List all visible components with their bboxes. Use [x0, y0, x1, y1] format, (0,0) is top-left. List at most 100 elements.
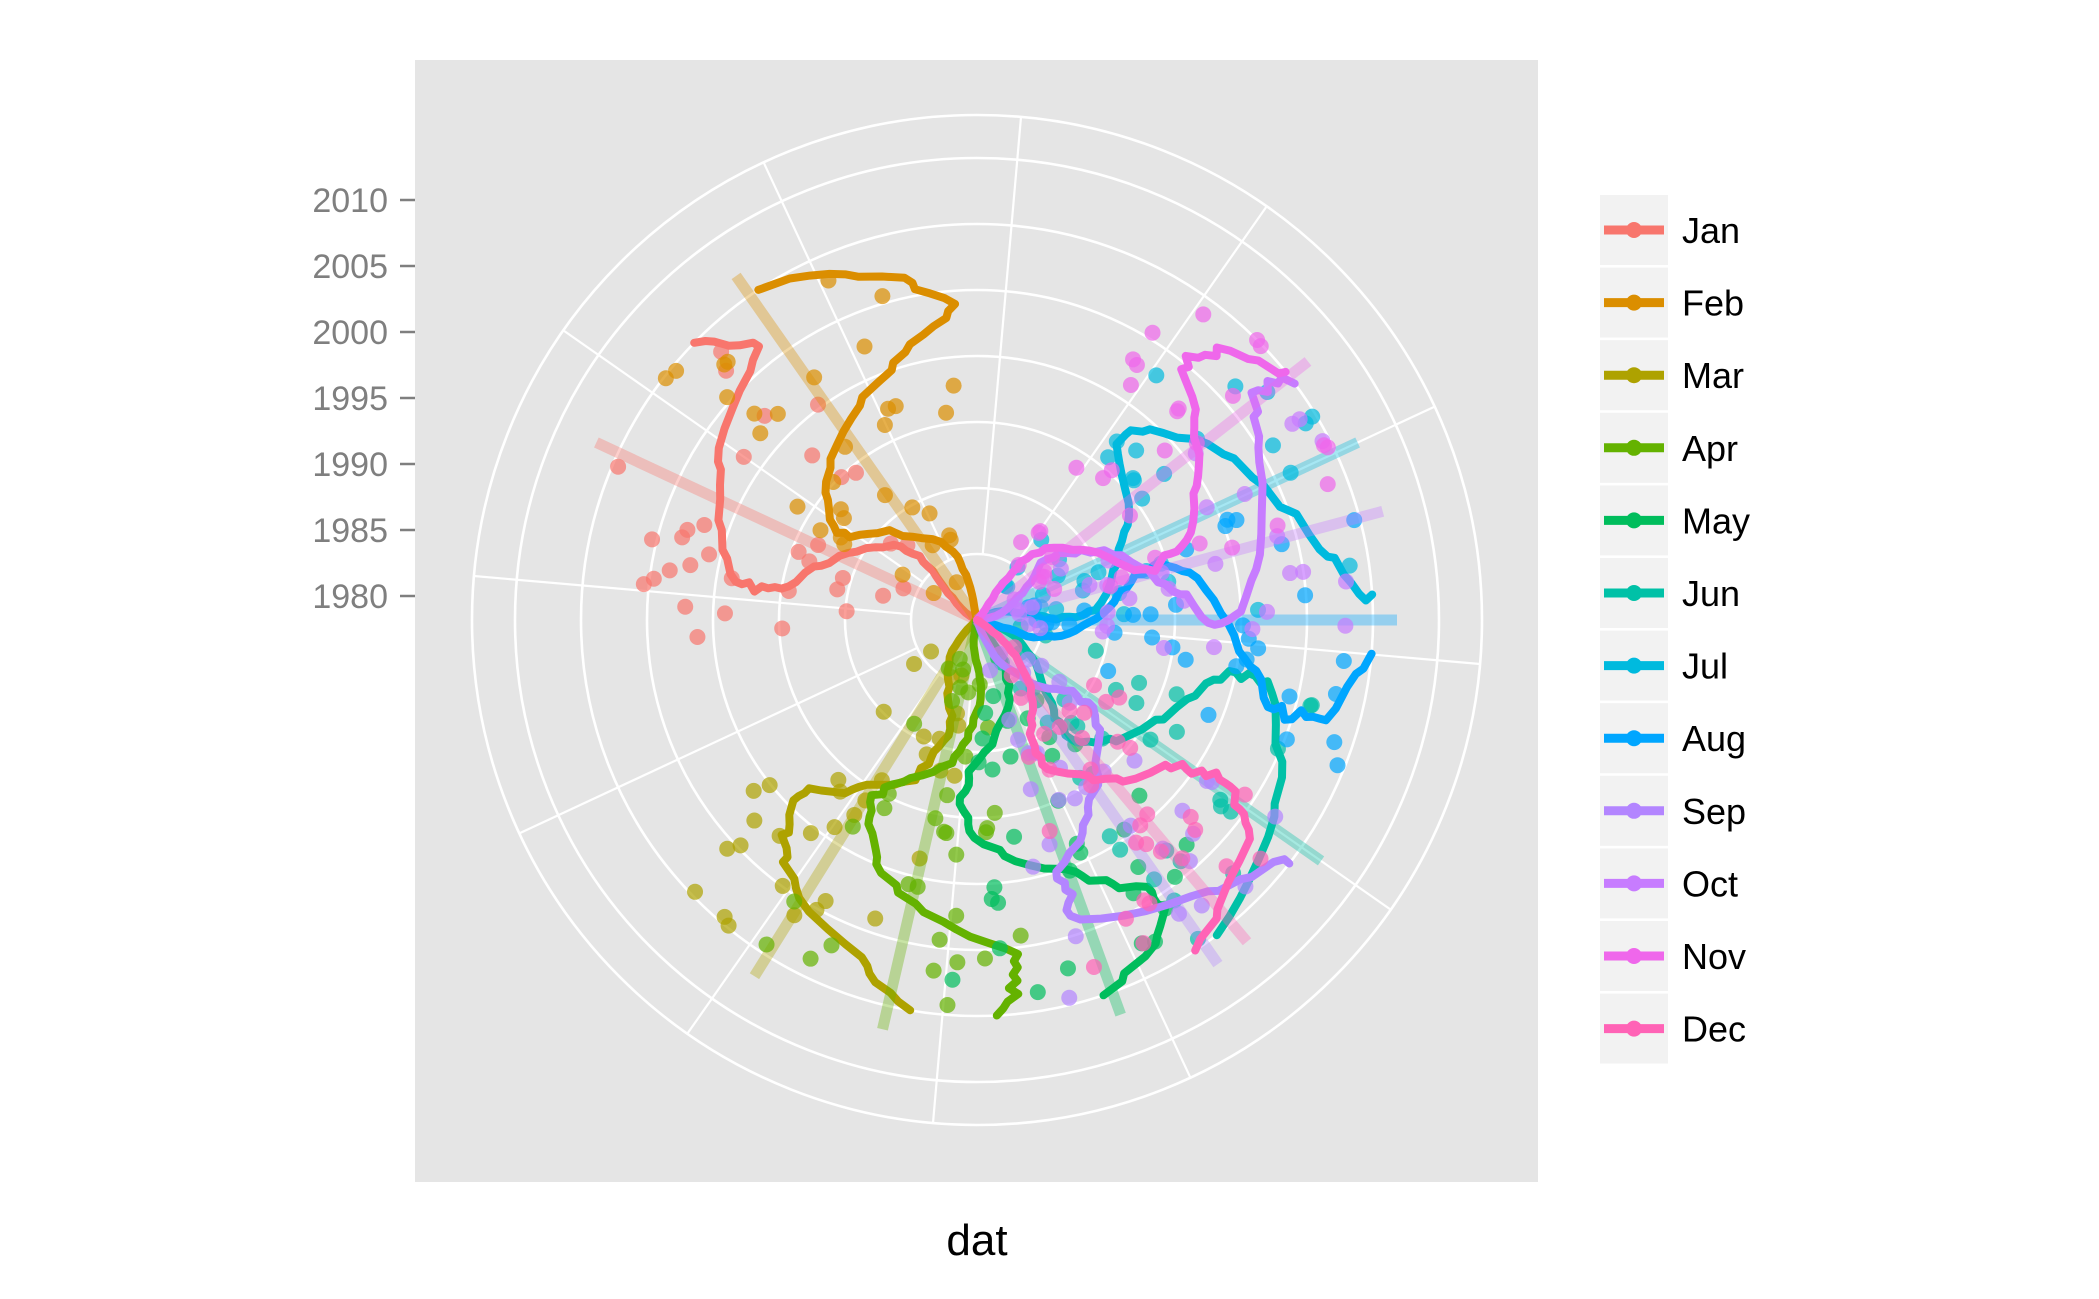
data-point-nov [1095, 470, 1112, 487]
y-tick-label: 1990 [312, 446, 388, 484]
legend-key-point [1626, 367, 1642, 384]
data-point-feb [894, 566, 911, 583]
legend-key-point [1626, 439, 1642, 456]
data-point-mar [687, 883, 704, 900]
data-point-jan [689, 629, 706, 646]
data-point-mar [946, 767, 963, 784]
data-point-apr [948, 846, 965, 863]
data-point-oct [1282, 565, 1299, 582]
data-point-sep [1041, 836, 1058, 853]
data-point-jun [1112, 841, 1129, 858]
data-point-jan [829, 581, 846, 598]
data-point-oct [1155, 639, 1172, 656]
data-point-oct [1291, 411, 1308, 428]
data-point-dec [1076, 704, 1093, 721]
data-point-aug [1125, 606, 1142, 623]
data-point-feb [938, 404, 955, 421]
data-point-sep [1066, 790, 1083, 807]
data-point-jun [1302, 697, 1319, 714]
data-point-feb [719, 353, 736, 370]
data-point-jun [1142, 731, 1159, 748]
data-point-dec [1174, 850, 1191, 867]
data-point-jan [838, 603, 855, 620]
data-point-dec [1182, 808, 1199, 825]
data-point-jul [1100, 449, 1117, 466]
series-line-dec [973, 616, 1254, 955]
grid-spoke [762, 161, 951, 561]
data-point-mar [761, 777, 778, 794]
data-point-may [1059, 960, 1076, 977]
data-point-dec [1132, 817, 1149, 834]
data-point-jun [1212, 791, 1229, 808]
legend-label: Aug [1682, 718, 1746, 759]
data-point-mar [923, 643, 940, 660]
data-point-may [1130, 858, 1147, 875]
data-point-may [991, 940, 1008, 957]
data-point-apr [979, 820, 996, 837]
data-point-may [985, 688, 1002, 705]
data-point-dec [1003, 667, 1020, 684]
data-point-apr [951, 650, 968, 667]
legend-label: Dec [1682, 1009, 1746, 1050]
data-point-apr [931, 931, 948, 948]
data-point-feb [921, 505, 938, 522]
data-point-jan [716, 605, 733, 622]
data-point-oct [1121, 590, 1138, 607]
legend-key-point [1626, 1020, 1642, 1037]
series-line-aug [973, 558, 1376, 725]
data-point-dec [1013, 689, 1030, 706]
data-point-sep [1193, 897, 1210, 914]
data-point-oct [1099, 617, 1116, 634]
data-point-sep [1022, 781, 1039, 798]
data-point-jul [1134, 490, 1151, 507]
data-point-jul [1048, 601, 1065, 618]
data-point-feb [806, 369, 823, 386]
data-point-nov [1046, 580, 1063, 597]
legend-label: Jun [1682, 573, 1740, 614]
data-point-jan [790, 543, 807, 560]
data-point-oct [1258, 603, 1275, 620]
data-point-aug [1281, 688, 1298, 705]
y-axis: 2010 2005 2000 1995 1990 1985 1980 [312, 182, 415, 616]
data-point-nov [1113, 569, 1130, 586]
data-point-sep [1001, 711, 1018, 728]
trend-line-may [971, 618, 1126, 1017]
data-point-apr [960, 684, 977, 701]
data-point-nov [1068, 459, 1085, 476]
data-point-mar [732, 837, 749, 854]
data-point-jan [875, 587, 892, 604]
series-line-feb [754, 269, 981, 624]
data-point-feb [948, 574, 965, 591]
legend-label: Nov [1682, 936, 1746, 977]
data-point-mar [911, 850, 928, 867]
data-point-feb [880, 400, 897, 417]
data-point-jan [735, 448, 752, 465]
data-point-apr [900, 876, 917, 893]
data-point-mar [786, 907, 803, 924]
data-point-dec [1036, 725, 1053, 742]
data-point-oct [1020, 616, 1037, 633]
data-point-sep [1267, 808, 1284, 825]
data-point-may [984, 761, 1001, 778]
grid-layer [470, 113, 1484, 1127]
data-point-jan [644, 531, 661, 548]
data-point-jul [1156, 465, 1173, 482]
data-point-aug [1346, 512, 1363, 529]
data-point-feb [945, 377, 962, 394]
data-point-sep [1010, 731, 1027, 748]
data-point-nov [1319, 476, 1336, 493]
data-point-mar [802, 825, 819, 842]
data-point-jan [677, 598, 694, 615]
legend-label: Apr [1682, 428, 1738, 469]
data-point-jun [1168, 723, 1185, 740]
data-point-feb [789, 498, 806, 515]
data-point-nov [1125, 351, 1142, 368]
data-point-mar [867, 910, 884, 927]
data-point-jan [661, 562, 678, 579]
data-point-sep [1170, 905, 1187, 922]
data-point-nov [1269, 517, 1286, 534]
data-point-jul [1282, 464, 1299, 481]
data-point-nov [1036, 568, 1053, 585]
data-point-aug [1100, 663, 1117, 680]
data-point-jun [1128, 695, 1145, 712]
